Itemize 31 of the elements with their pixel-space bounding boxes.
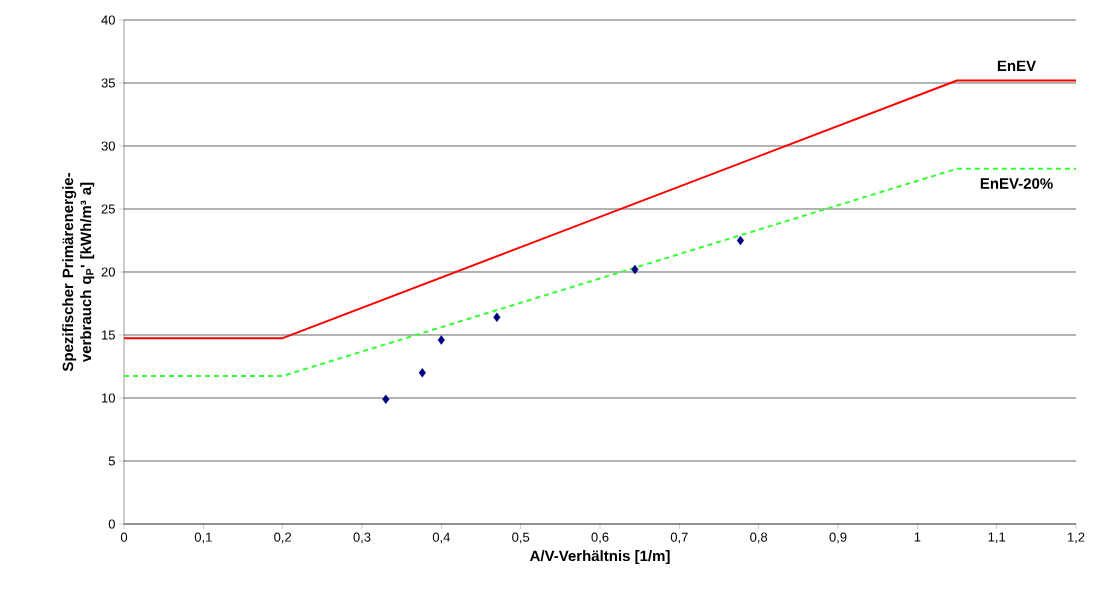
- x-tick-label: 0,2: [274, 532, 292, 544]
- x-tick-label: 0,4: [432, 532, 450, 544]
- y-tick-label: 35: [101, 78, 115, 88]
- y-tick-label: 25: [101, 204, 115, 214]
- point: [382, 394, 390, 404]
- point: [631, 264, 639, 275]
- y-tick-label: 15: [102, 330, 115, 340]
- point: [437, 335, 445, 345]
- x-tick-label: 0,3: [353, 532, 371, 544]
- x-tick-label: 0,9: [829, 532, 847, 544]
- y-tick-label: 30: [101, 141, 115, 151]
- annotation: EnEV-20%: [980, 178, 1053, 189]
- x-tick-label: 1,2: [1067, 532, 1085, 544]
- x-tick-label: 0,6: [591, 532, 609, 544]
- y-tick-label: 10: [102, 393, 115, 403]
- point: [418, 368, 426, 378]
- annotation: EnEV: [997, 60, 1036, 71]
- x-tick-label: 0,5: [512, 532, 530, 544]
- x-tick-label: 1,1: [988, 532, 1006, 544]
- x-axis-title: A/V-Verhältnis [1/m]: [529, 550, 670, 565]
- y-tick-label: 0: [108, 519, 115, 529]
- x-tick-label: 0,8: [750, 532, 768, 544]
- y-tick-label: 40: [101, 15, 115, 25]
- x-tick-label: 1: [914, 532, 921, 542]
- y-tick-label: 20: [101, 267, 115, 277]
- x-tick-label: 0,1: [194, 532, 212, 544]
- x-tick-label: 0,7: [670, 532, 688, 544]
- point: [736, 235, 744, 246]
- x-tick-label: 0: [120, 532, 128, 542]
- point: [493, 312, 501, 323]
- y-tick-label: 5: [108, 456, 115, 466]
